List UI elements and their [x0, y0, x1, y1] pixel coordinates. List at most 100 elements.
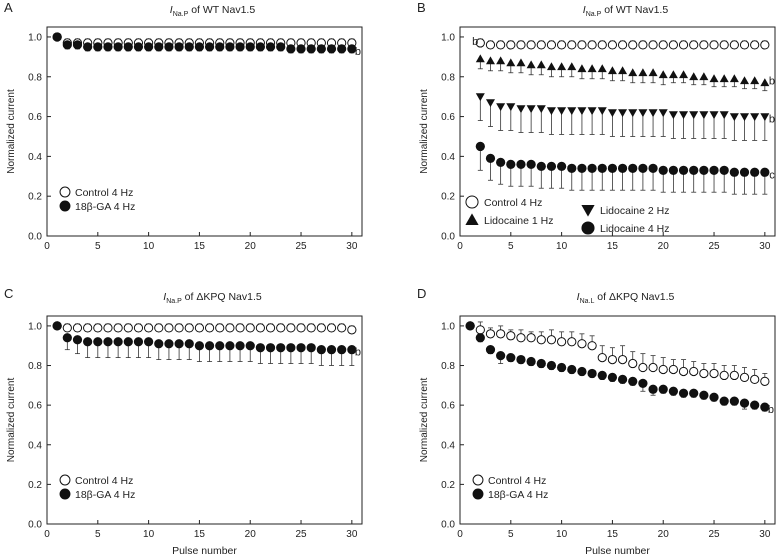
data-point — [215, 323, 225, 333]
data-point — [567, 62, 577, 71]
data-point — [607, 163, 618, 173]
data-point — [306, 44, 316, 54]
data-point — [475, 54, 485, 63]
significance-label: b — [355, 347, 361, 359]
data-point — [556, 337, 567, 347]
x-tick-label: 25 — [708, 241, 720, 252]
data-point — [679, 111, 689, 120]
x-tick-label: 0 — [457, 529, 463, 540]
legend-marker — [465, 213, 479, 225]
data-point — [164, 323, 174, 333]
data-point — [739, 372, 750, 383]
title-subscript: Na.P — [173, 11, 189, 18]
data-point — [628, 68, 638, 77]
legend-marker — [59, 488, 71, 500]
data-point — [729, 396, 739, 406]
x-tick-label: 30 — [346, 529, 358, 540]
data-point — [113, 323, 123, 333]
data-point — [587, 341, 597, 351]
data-point — [184, 323, 194, 333]
data-point — [729, 74, 739, 83]
data-point — [617, 163, 628, 173]
y-axis-label: Normalized current — [6, 378, 17, 463]
legend: Control 4 Hz 18β-GA 4 Hz — [59, 474, 135, 501]
data-point — [699, 390, 709, 400]
title-rest: of WT Nav1.5 — [188, 4, 255, 16]
data-point — [536, 40, 546, 50]
data-point — [678, 366, 689, 377]
x-tick-label: 0 — [44, 241, 50, 252]
panel-d: D INa.L of ΔKPQ Nav1.5 0.0 0.2 0.4 0.6 0.8 1.0 0… — [417, 286, 776, 557]
data-point — [93, 42, 103, 52]
data-point — [154, 339, 164, 349]
data-point — [516, 105, 526, 114]
data-point — [709, 392, 719, 402]
data-point — [347, 345, 357, 355]
data-point — [577, 366, 587, 377]
data-point — [638, 68, 648, 77]
x-tick-label: 20 — [245, 529, 257, 540]
panel-letter: D — [417, 286, 426, 301]
data-point — [52, 321, 62, 331]
x-tick-label: 25 — [708, 529, 720, 540]
title-current: I — [583, 4, 586, 16]
data-point — [577, 163, 587, 173]
data-point — [668, 165, 679, 175]
series-0 — [52, 321, 357, 335]
y-tick-label: 0.2 — [441, 480, 455, 491]
data-point — [164, 339, 174, 349]
data-point — [72, 335, 83, 345]
data-point — [668, 111, 678, 120]
data-point — [740, 76, 750, 85]
data-point — [617, 40, 628, 50]
data-point — [235, 341, 245, 351]
y-tick-label: 0.0 — [28, 232, 42, 243]
data-point — [567, 364, 577, 375]
data-point — [276, 42, 286, 52]
panel-b: B INa.P of WT Nav1.5 0.0 0.2 0.4 0.6 0.8 1.0 0 5 1… — [417, 0, 776, 252]
data-point — [164, 42, 174, 52]
data-point — [719, 396, 729, 406]
data-point — [699, 165, 709, 175]
data-point — [760, 40, 770, 50]
data-point — [668, 70, 678, 79]
y-tick-label: 0.6 — [28, 401, 42, 412]
x-tick-label: 15 — [194, 529, 206, 540]
data-point — [750, 374, 760, 385]
data-point — [485, 99, 495, 108]
data-point — [306, 323, 316, 333]
data-point — [607, 109, 617, 118]
y-tick-label: 0.4 — [28, 440, 42, 451]
data-point — [526, 60, 536, 69]
data-point — [215, 341, 225, 351]
legend-marker — [465, 195, 479, 209]
data-point — [719, 74, 729, 83]
data-point — [475, 38, 485, 48]
legend-marker — [59, 200, 71, 212]
data-point — [658, 70, 668, 79]
data-point — [506, 103, 516, 112]
data-point — [689, 40, 699, 50]
data-point — [225, 323, 235, 333]
data-point — [648, 40, 658, 50]
y-tick-label: 0.2 — [28, 192, 42, 203]
data-point — [143, 42, 154, 52]
x-tick-label: 10 — [556, 529, 568, 540]
data-point — [648, 362, 658, 373]
data-point — [628, 376, 638, 386]
y-tick-label: 0.2 — [28, 480, 42, 491]
data-point — [526, 333, 536, 343]
data-point — [133, 42, 144, 52]
data-point — [709, 165, 719, 175]
data-point — [648, 68, 658, 77]
x-tick-label: 20 — [658, 241, 670, 252]
data-point — [587, 163, 597, 173]
data-point — [556, 161, 567, 171]
y-tick-label: 1.0 — [28, 32, 42, 43]
title-subscript: Na.P — [166, 298, 182, 305]
data-point — [475, 93, 485, 102]
data-point — [62, 323, 72, 333]
plot-frame — [46, 315, 363, 525]
data-point — [668, 364, 679, 375]
data-point — [638, 378, 648, 388]
